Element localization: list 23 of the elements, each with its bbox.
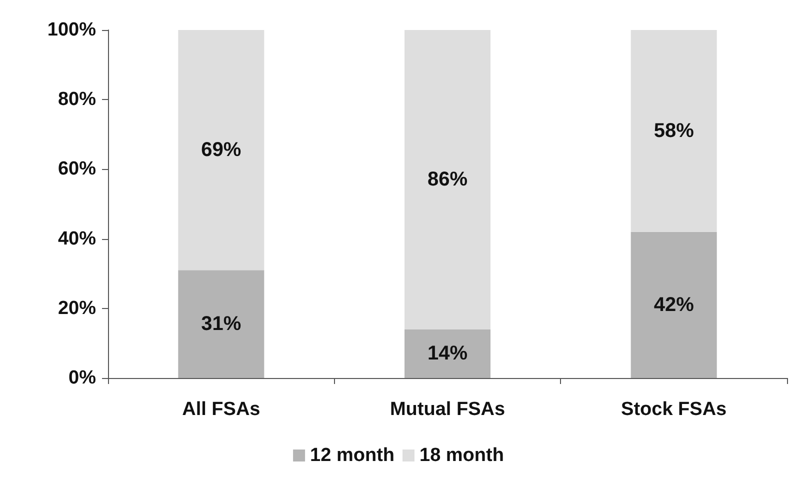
data-label: 14% [427, 342, 468, 365]
x-tick-label: Stock FSAs [621, 399, 727, 420]
bar [404, 329, 491, 378]
y-tick-label: 20% [58, 298, 96, 319]
y-tick-label: 100% [47, 20, 96, 40]
y-tick-label: 80% [58, 89, 96, 110]
legend-label: 18 month [420, 445, 504, 466]
y-tick-label: 0% [68, 368, 96, 388]
x-tick-label: Mutual FSAs [390, 399, 506, 420]
y-tick-label: 40% [58, 228, 96, 250]
bar [178, 30, 264, 270]
legend-label: 12 month [310, 445, 394, 466]
data-label: 69% [201, 139, 242, 162]
data-label: 42% [654, 294, 694, 316]
x-tick-label: All FSAs [182, 399, 260, 420]
data-label: 31% [201, 313, 242, 336]
bar [404, 30, 491, 330]
bar [630, 232, 717, 378]
data-label: 86% [427, 168, 468, 191]
y-tick-label: 60% [58, 158, 96, 180]
bar [178, 270, 264, 378]
bar [630, 30, 717, 232]
data-label: 58% [654, 120, 694, 142]
